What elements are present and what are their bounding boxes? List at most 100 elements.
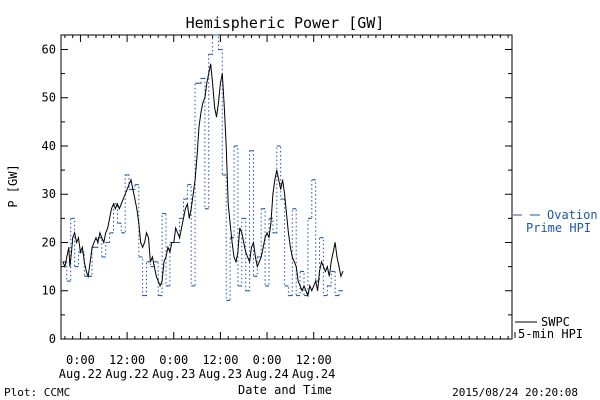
swpc-data-point [186, 203, 188, 205]
swpc-data-point [208, 73, 210, 75]
x-tick-label-date: Aug.23 [152, 367, 195, 381]
swpc-data-point [118, 208, 120, 210]
swpc-data-point [130, 179, 132, 181]
x-tick-label-time: 12:00 [296, 353, 332, 367]
swpc-data-point [97, 242, 99, 243]
swpc-data-point [171, 242, 173, 243]
x-tick-label-time: 12:00 [202, 353, 238, 367]
swpc-data-point [120, 203, 122, 205]
swpc-data-point [289, 246, 291, 248]
swpc-data-point [138, 222, 140, 224]
chart-title: Hemispheric Power [GW] [186, 14, 385, 32]
swpc-data-point [305, 290, 307, 292]
swpc-data-point [299, 285, 301, 287]
swpc-data-point [328, 275, 330, 277]
swpc-data-point [258, 261, 260, 263]
swpc-data-point [66, 256, 68, 258]
swpc-data-point [330, 261, 332, 263]
swpc-data-point [124, 193, 126, 195]
swpc-data-point [196, 155, 198, 157]
swpc-data-point [254, 256, 256, 258]
swpc-data-point [179, 237, 180, 239]
y-tick-label: 40 [42, 139, 56, 153]
swpc-data-point [235, 261, 237, 263]
swpc-data-point [326, 266, 328, 268]
swpc-data-point [202, 102, 204, 103]
swpc-data-point [270, 222, 272, 224]
swpc-data-point [323, 266, 324, 268]
swpc-data-point [241, 232, 243, 234]
swpc-data-point [111, 208, 112, 210]
swpc-data-point [103, 242, 105, 243]
legend-ovation-label-1: Ovation [547, 208, 598, 222]
swpc-data-point [237, 251, 239, 253]
swpc-data-point [68, 246, 70, 248]
swpc-data-point [280, 189, 282, 190]
swpc-data-point [233, 256, 235, 258]
swpc-data-point [332, 251, 334, 253]
swpc-data-point [284, 193, 285, 195]
swpc-data-point [159, 285, 161, 287]
swpc-data-point [315, 280, 317, 282]
swpc-data-point [128, 184, 130, 185]
x-tick-label-date: Aug.24 [292, 367, 335, 381]
swpc-data-point [163, 261, 165, 263]
swpc-data-point [319, 271, 320, 272]
x-tick-label-time: 0:00 [159, 353, 188, 367]
y-axis-label: P [GW] [6, 164, 20, 207]
swpc-data-point [109, 217, 110, 219]
swpc-data-point [286, 213, 287, 214]
swpc-data-point [99, 232, 101, 234]
legend: Ovation Prime HPI SWPC 5-min HPI [513, 208, 598, 341]
legend-ovation-label-2: Prime HPI [526, 221, 591, 235]
series-line-swpc-hpi [62, 63, 344, 298]
swpc-data-point [89, 261, 91, 263]
swpc-data-point [297, 280, 299, 282]
swpc-data-point [278, 179, 280, 181]
swpc-data-point [185, 208, 186, 210]
y-axis: 0 10 20 30 40 50 60 [42, 42, 512, 346]
y-tick-label: 60 [42, 42, 56, 56]
swpc-data-point [245, 251, 247, 253]
swpc-data-point [229, 222, 231, 224]
swpc-data-point [173, 242, 175, 243]
swpc-data-point [69, 266, 71, 268]
swpc-data-point [91, 246, 93, 248]
swpc-data-point [167, 246, 169, 248]
swpc-data-point [206, 82, 208, 84]
swpc-data-point [336, 256, 338, 258]
swpc-data-point [150, 261, 151, 263]
swpc-data-point [200, 111, 202, 113]
swpc-data-point [239, 227, 241, 229]
swpc-data-point [192, 193, 194, 195]
swpc-data-point [64, 266, 66, 268]
swpc-data-point [181, 227, 182, 229]
swpc-data-point [62, 261, 64, 263]
swpc-data-point [247, 256, 249, 258]
swpc-data-point [276, 169, 278, 171]
swpc-data-point [81, 246, 83, 248]
swpc-data-point [165, 256, 167, 258]
swpc-data-point [107, 227, 109, 229]
swpc-data-point [291, 256, 293, 258]
y-tick-label: 50 [42, 91, 56, 105]
swpc-data-point [105, 232, 107, 234]
swpc-data-point [188, 217, 190, 219]
swpc-data-point [83, 261, 85, 263]
legend-swpc-label-2: 5-min HPI [518, 327, 583, 341]
swpc-data-point [303, 285, 305, 287]
swpc-data-point [220, 82, 221, 84]
swpc-data-point [301, 290, 303, 292]
swpc-data-point [115, 208, 116, 210]
swpc-data-point [210, 63, 212, 65]
swpc-data-point [311, 290, 313, 292]
swpc-data-point [262, 246, 264, 248]
swpc-data-point [93, 242, 95, 243]
plot-frame [60, 34, 513, 340]
swpc-data-point [71, 251, 72, 253]
x-tick-label-date: Aug.23 [199, 367, 242, 381]
swpc-data-point [80, 251, 81, 253]
swpc-data-point [190, 208, 192, 210]
swpc-data-point [74, 232, 76, 234]
